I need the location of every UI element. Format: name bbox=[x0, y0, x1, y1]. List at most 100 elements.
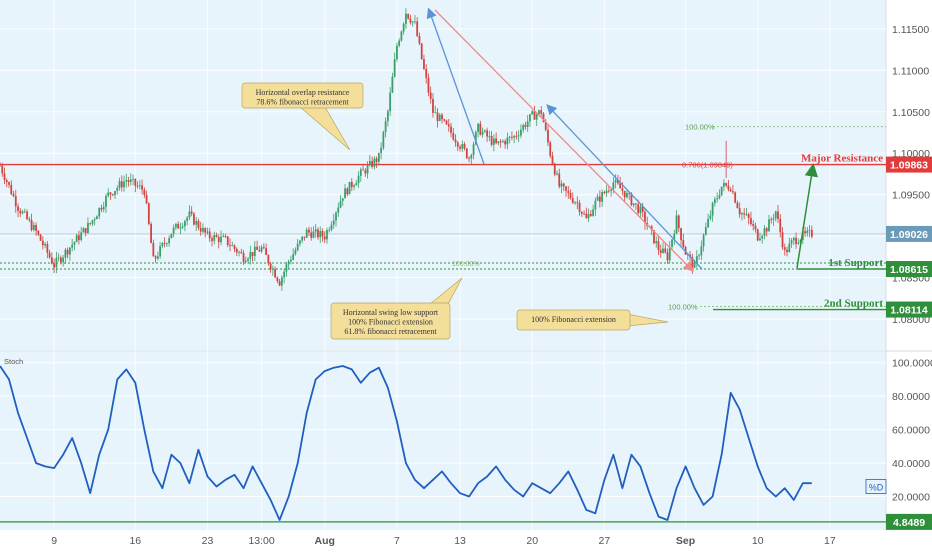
candle-body bbox=[495, 138, 498, 144]
candle-body bbox=[3, 173, 6, 181]
candle-body bbox=[542, 113, 545, 123]
candle-body bbox=[711, 203, 714, 216]
candle-body bbox=[452, 132, 455, 140]
candle-body bbox=[524, 125, 527, 127]
candle-body bbox=[0, 165, 1, 167]
candle-body bbox=[280, 277, 283, 286]
candle-body bbox=[253, 246, 256, 256]
candle-body bbox=[768, 219, 770, 232]
time-tick-label: 17 bbox=[824, 535, 836, 547]
candle-body bbox=[328, 229, 331, 231]
candle-body bbox=[118, 181, 121, 188]
candle-body bbox=[506, 137, 509, 145]
candle-body bbox=[416, 21, 419, 37]
candle-body bbox=[761, 235, 764, 239]
candle-body bbox=[337, 207, 340, 213]
candle-body bbox=[574, 202, 576, 204]
candle-body bbox=[251, 252, 254, 256]
candle-body bbox=[217, 237, 220, 243]
candle-body bbox=[208, 231, 211, 239]
candle-body bbox=[477, 123, 479, 132]
candle-body bbox=[718, 195, 721, 199]
candle-body bbox=[226, 236, 229, 245]
candle-body bbox=[233, 245, 236, 249]
candle-body bbox=[765, 228, 768, 232]
candle-body bbox=[429, 92, 432, 99]
candle-body bbox=[362, 169, 364, 171]
candle-body bbox=[341, 198, 344, 201]
candle-body bbox=[46, 244, 49, 253]
candle-body bbox=[402, 23, 405, 32]
candle-body bbox=[702, 234, 705, 247]
candle-body bbox=[756, 229, 759, 241]
blue-extension-arrow bbox=[546, 104, 703, 270]
candle-body bbox=[788, 243, 791, 253]
candle-body bbox=[644, 211, 646, 224]
candle-body bbox=[199, 227, 202, 232]
first-support-tag-bg bbox=[886, 261, 932, 278]
candle-body bbox=[621, 188, 624, 191]
candle-body bbox=[565, 186, 567, 191]
candle-body bbox=[1, 165, 4, 174]
candle-body bbox=[120, 181, 123, 188]
candle-body bbox=[231, 245, 234, 247]
stoch-d-line[interactable] bbox=[0, 365, 812, 521]
stoch-tick-label: 80.0000 bbox=[892, 391, 930, 403]
candle-body bbox=[109, 192, 112, 195]
candle-body bbox=[698, 255, 700, 257]
candle-body bbox=[244, 260, 247, 262]
candle-body bbox=[777, 211, 779, 219]
candle-body bbox=[195, 220, 198, 225]
candle-body bbox=[795, 237, 797, 245]
candle-body bbox=[513, 135, 516, 138]
candle-body bbox=[292, 254, 295, 260]
candle-body bbox=[461, 144, 464, 149]
last-price-tag: 1.09026 bbox=[890, 229, 928, 241]
time-tick-label: 7 bbox=[394, 535, 400, 547]
candle-body bbox=[21, 211, 24, 214]
candle-body bbox=[655, 241, 658, 244]
candle-body bbox=[783, 247, 786, 250]
candle-body bbox=[463, 144, 466, 149]
candle-body bbox=[470, 155, 473, 159]
candle-body bbox=[589, 214, 592, 216]
candle-body bbox=[326, 230, 328, 240]
candle-body bbox=[357, 175, 360, 184]
candle-body bbox=[741, 213, 743, 215]
candle-body bbox=[220, 236, 222, 243]
time-tick-label: Aug bbox=[315, 535, 335, 547]
candle-body bbox=[132, 178, 134, 180]
callout-extension[interactable]: 100% Fibonacci extension bbox=[516, 309, 669, 331]
candle-body bbox=[490, 136, 493, 145]
candle-body bbox=[55, 257, 58, 268]
second-support-label: 2nd Support bbox=[824, 298, 883, 310]
candle-body bbox=[319, 231, 322, 238]
candle-body bbox=[188, 211, 191, 218]
candle-body bbox=[8, 182, 10, 185]
major-resistance-tag: 1.09863 bbox=[890, 160, 928, 172]
candle-body bbox=[386, 111, 389, 122]
candle-body bbox=[483, 130, 486, 132]
candle-body bbox=[750, 218, 752, 224]
candle-body bbox=[238, 251, 240, 253]
price-tick-label: 1.09500 bbox=[892, 190, 930, 202]
candle-body bbox=[808, 229, 811, 231]
candle-body bbox=[695, 256, 698, 263]
candle-body bbox=[662, 248, 664, 253]
candle-body bbox=[287, 261, 290, 265]
callout-support-box bbox=[330, 302, 451, 340]
candle-body bbox=[111, 194, 114, 196]
time-tick-label: 13:00 bbox=[248, 535, 274, 547]
major-resistance-tag-bg bbox=[886, 156, 932, 173]
candle-body bbox=[443, 119, 446, 121]
candle-body bbox=[420, 43, 423, 60]
candle-body bbox=[626, 193, 628, 198]
candle-body bbox=[423, 59, 425, 69]
candle-body bbox=[177, 223, 180, 229]
candle-body bbox=[628, 193, 631, 194]
callout-support-text: Horizontal swing low support bbox=[343, 308, 439, 317]
